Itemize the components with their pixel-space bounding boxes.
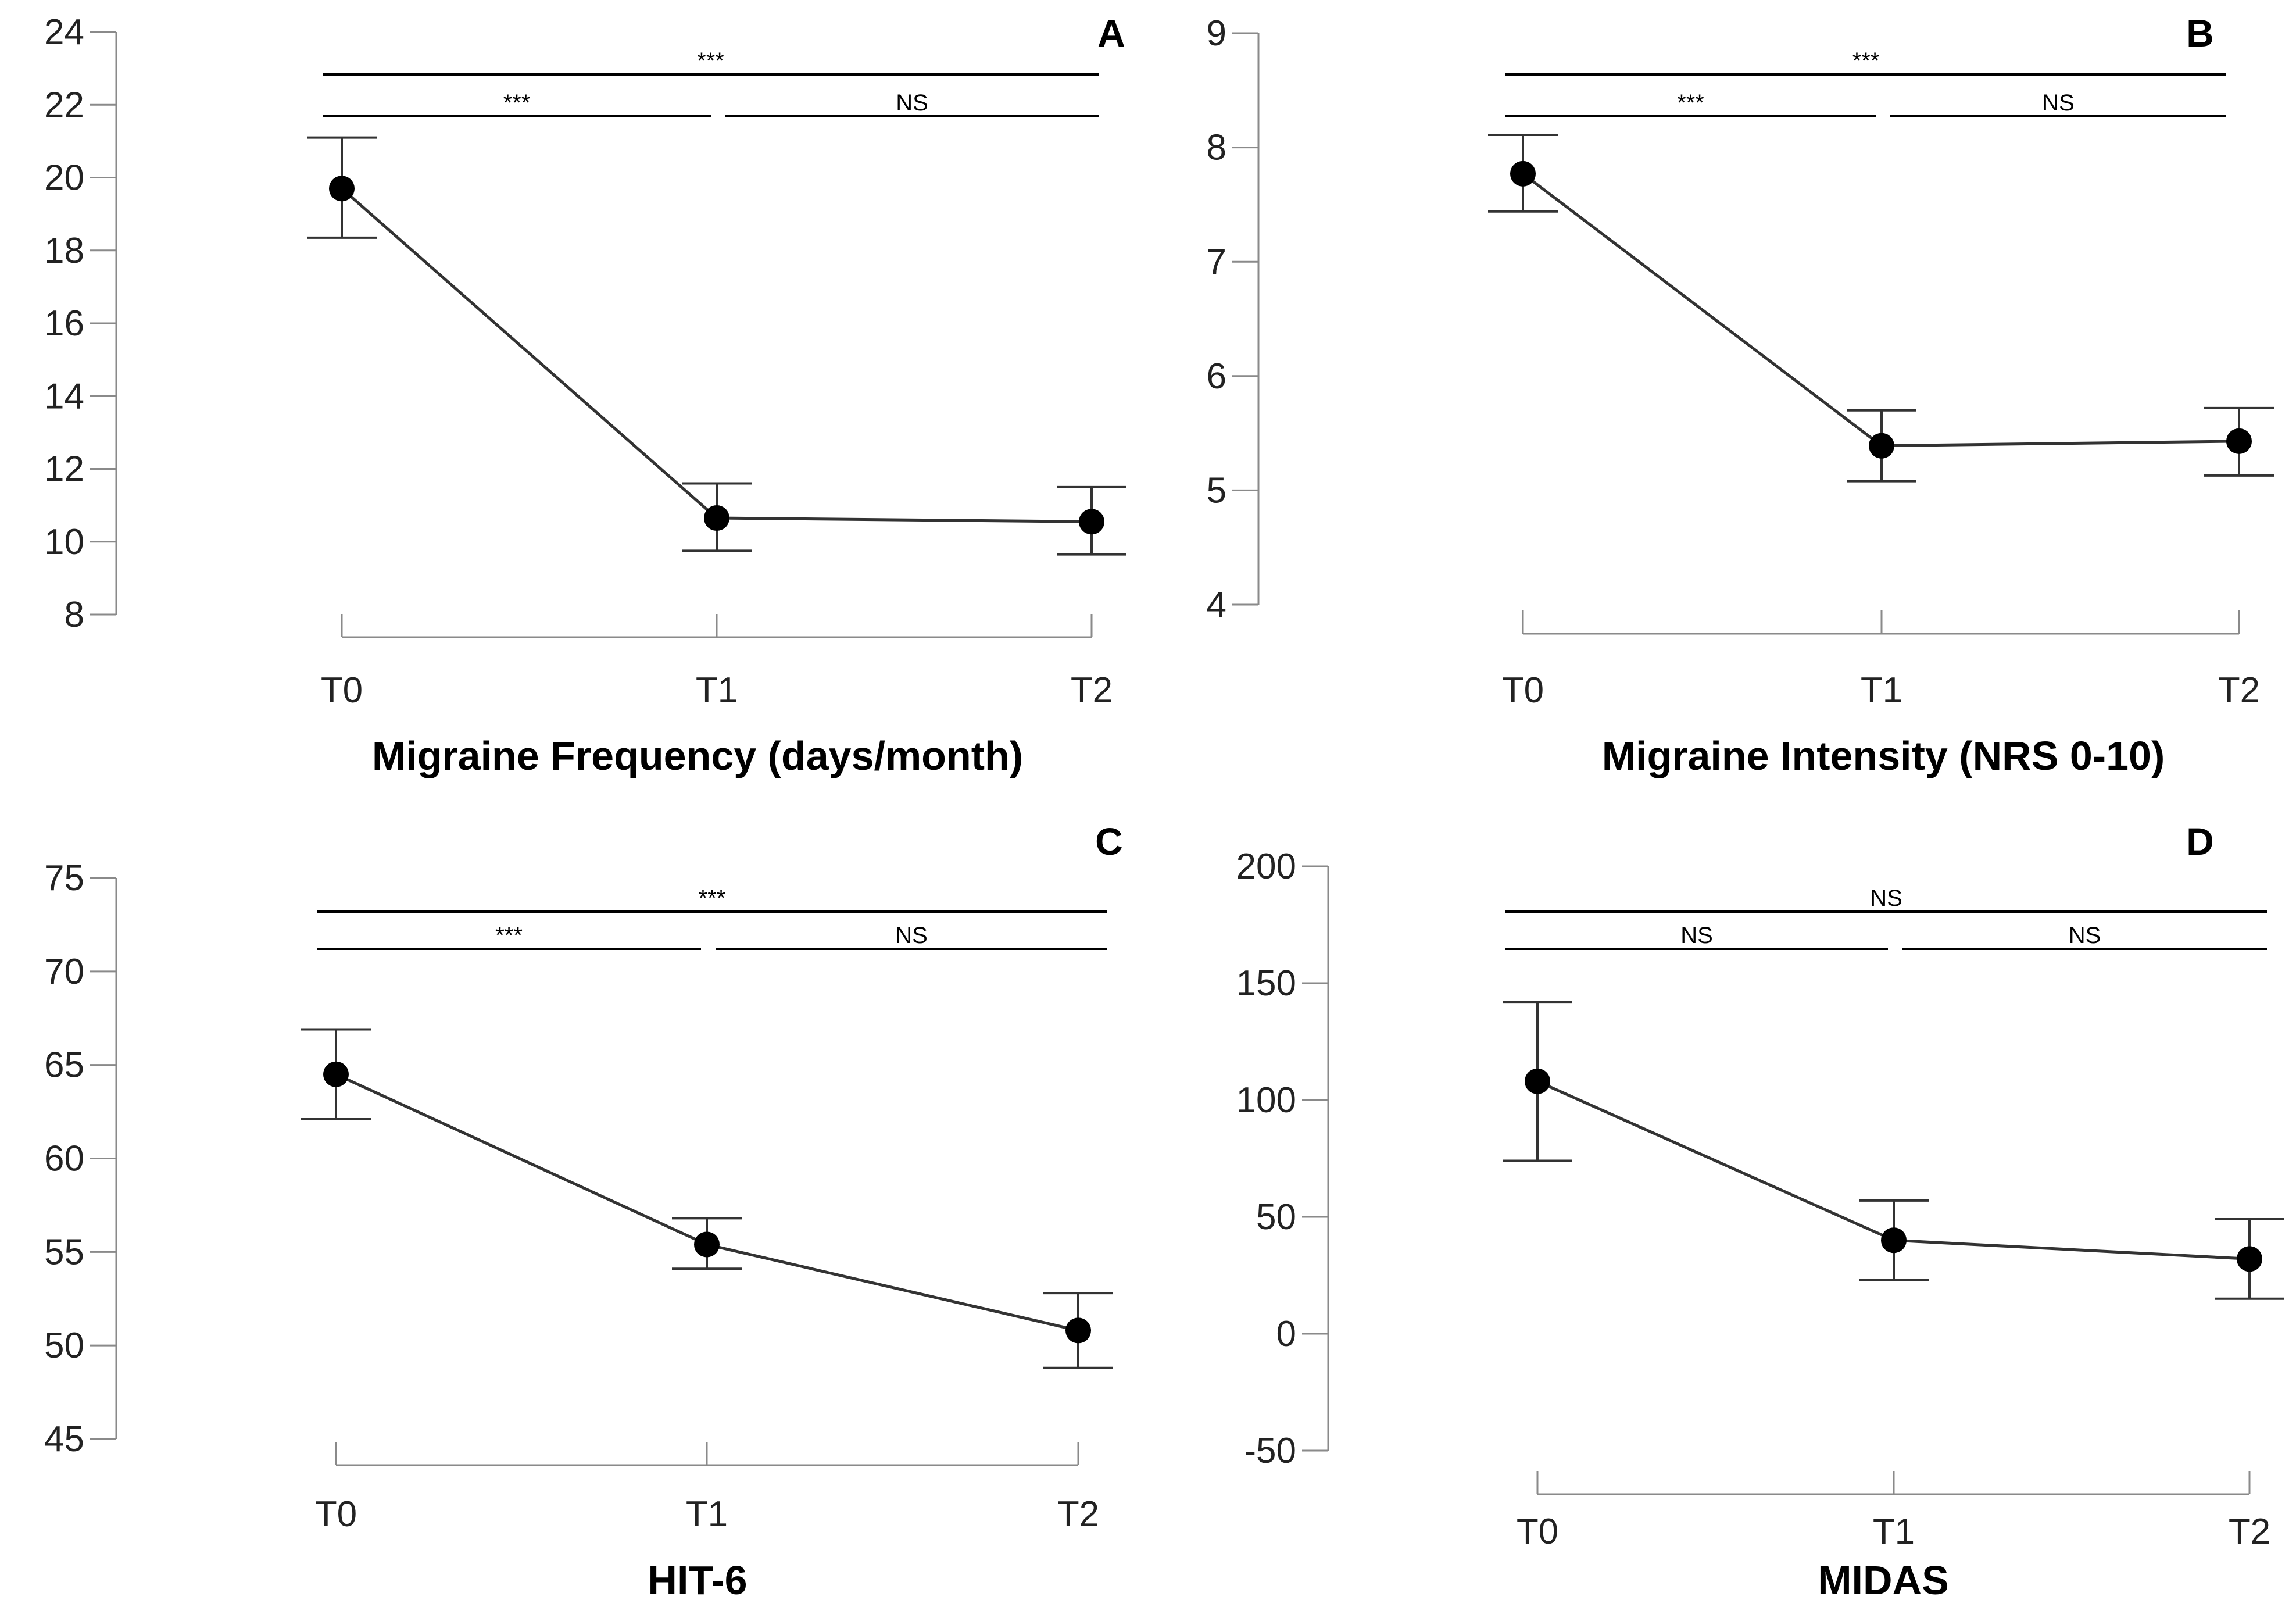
- panel-letter: B: [2186, 12, 2214, 55]
- y-tick-label: 22: [44, 85, 84, 125]
- y-tick-label: 0: [1276, 1314, 1296, 1354]
- y-tick-label: 7: [1207, 242, 1226, 282]
- significance-label: ***: [697, 48, 724, 74]
- y-tick-label: 50: [44, 1326, 84, 1366]
- panel-letter: C: [1095, 820, 1123, 863]
- data-point: [704, 505, 729, 531]
- data-point: [2226, 428, 2252, 454]
- data-point: [1065, 1317, 1091, 1344]
- chart-title: HIT-6: [648, 1558, 747, 1603]
- panel-letter: A: [1097, 12, 1125, 55]
- data-point: [323, 1061, 349, 1087]
- y-tick-label: 18: [44, 231, 84, 271]
- x-tick-label: T2: [2229, 1512, 2270, 1552]
- x-tick-label: T0: [1502, 670, 1544, 710]
- significance-label: NS: [895, 923, 928, 948]
- data-point: [1881, 1227, 1907, 1254]
- y-tick-label: 4: [1207, 585, 1226, 625]
- y-tick-label: 5: [1207, 470, 1226, 510]
- significance-label: ***: [503, 90, 531, 116]
- x-tick-label: T1: [1873, 1512, 1915, 1552]
- data-point: [694, 1231, 720, 1258]
- y-tick-label: 8: [65, 595, 84, 635]
- data-point: [1079, 509, 1104, 535]
- x-tick-label: T1: [686, 1494, 728, 1534]
- x-tick-label: T2: [1071, 670, 1113, 710]
- chart-title: MIDAS: [1818, 1558, 1949, 1603]
- significance-label: NS: [1870, 885, 1902, 911]
- significance-label: ***: [495, 923, 523, 948]
- data-point: [1869, 433, 1894, 459]
- y-tick-label: 8: [1207, 128, 1226, 168]
- x-tick-label: T2: [1057, 1494, 1099, 1534]
- y-tick-label: 20: [44, 158, 84, 198]
- y-tick-label: 12: [44, 449, 84, 490]
- data-point: [2237, 1246, 2262, 1272]
- panel-letter: D: [2186, 820, 2214, 863]
- x-tick-label: T0: [321, 670, 363, 710]
- x-tick-label: T1: [696, 670, 738, 710]
- y-tick-label: 6: [1207, 356, 1226, 397]
- y-tick-label: 75: [44, 858, 84, 898]
- y-tick-label: 14: [44, 376, 84, 416]
- y-tick-label: 65: [44, 1045, 84, 1085]
- data-point: [329, 176, 355, 202]
- chart-title: Migraine Intensity (NRS 0-10): [1602, 733, 2165, 778]
- data-point: [1525, 1068, 1550, 1094]
- y-tick-label: 55: [44, 1232, 84, 1272]
- panel-a: 8 10 12 14 16 18 20 22 24 T0 T1 T2 Migraine Frequenc…: [44, 12, 1126, 778]
- data-point: [1510, 160, 1536, 187]
- significance-label: NS: [2069, 923, 2101, 948]
- y-tick-label: 10: [44, 522, 84, 562]
- significance-label: NS: [2042, 90, 2075, 116]
- y-tick-label: 50: [1256, 1197, 1296, 1237]
- x-tick-label: T0: [1517, 1512, 1558, 1552]
- x-tick-label: T0: [315, 1494, 357, 1534]
- significance-label: NS: [896, 90, 928, 116]
- panel-c: 45 50 55 60 65 70 75 T0 T1 T2 HIT-6 C *** *** NS: [44, 820, 1123, 1603]
- y-tick-label: 45: [44, 1419, 84, 1459]
- chart-title: Migraine Frequency (days/month): [372, 733, 1023, 778]
- y-tick-label: 200: [1236, 847, 1296, 887]
- significance-label: ***: [1852, 48, 1880, 74]
- y-tick-label: 16: [44, 303, 84, 344]
- x-tick-label: T1: [1861, 670, 1902, 710]
- y-tick-label: 150: [1236, 963, 1296, 1004]
- significance-label: ***: [1677, 90, 1704, 116]
- significance-label: ***: [699, 885, 726, 911]
- y-tick-label: -50: [1244, 1431, 1296, 1471]
- y-tick-label: 9: [1207, 13, 1226, 53]
- y-tick-label: 24: [44, 12, 84, 52]
- y-tick-label: 100: [1236, 1080, 1296, 1120]
- panel-b: 4 5 6 7 8 9 T0 T1 T2 Migraine Intensity (NRS 0-10…: [1207, 12, 2274, 778]
- x-tick-label: T2: [2218, 670, 2260, 710]
- significance-label: NS: [1680, 923, 1713, 948]
- panel-d: -50 0 50 100 150 200 T0 T1 T2 MIDAS D NS NS NS: [1236, 820, 2284, 1603]
- y-tick-label: 70: [44, 952, 84, 992]
- y-tick-label: 60: [44, 1139, 84, 1179]
